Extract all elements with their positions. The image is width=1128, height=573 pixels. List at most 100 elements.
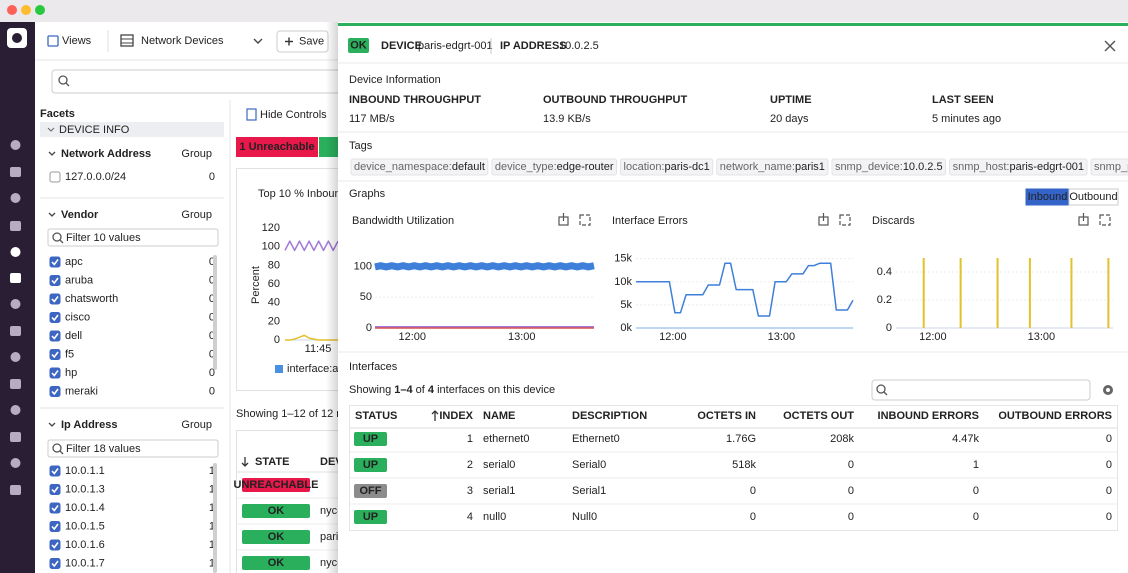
column-header[interactable]: OCTETS OUT <box>783 410 854 422</box>
nav-icon[interactable] <box>10 485 21 495</box>
expand-icon[interactable] <box>839 214 851 226</box>
column-header[interactable]: INBOUND ERRORS <box>878 410 979 422</box>
facet-value[interactable]: chatsworth <box>65 293 118 305</box>
column-header[interactable]: DESCRIPTION <box>572 410 647 422</box>
tag-chip[interactable] <box>831 158 947 176</box>
checkbox[interactable] <box>49 330 61 342</box>
status-badge <box>354 510 387 524</box>
legend-swatch <box>275 365 283 373</box>
status-badge <box>354 432 387 446</box>
checkbox[interactable] <box>49 386 61 397</box>
section-title: Graphs <box>349 188 386 200</box>
facet-value[interactable]: f5 <box>65 349 74 361</box>
checkbox[interactable] <box>49 275 61 286</box>
checkbox[interactable] <box>49 558 61 569</box>
column-header[interactable]: OUTBOUND ERRORS <box>998 410 1112 422</box>
tag-chip[interactable] <box>491 158 618 176</box>
facet-name[interactable]: Ip Address <box>61 419 117 431</box>
facet-value[interactable]: apc <box>65 256 83 268</box>
checkmark <box>51 560 59 568</box>
tag-key: device_namespace: <box>354 161 452 173</box>
group-link[interactable]: Group <box>181 148 212 160</box>
group-link[interactable]: Group <box>181 209 212 221</box>
nav-icon[interactable] <box>10 221 21 231</box>
views-link[interactable]: Views <box>62 35 92 47</box>
close-button[interactable] <box>1100 36 1120 56</box>
bar <box>1028 258 1031 328</box>
facet-value[interactable]: meraki <box>65 386 98 398</box>
expand-icon[interactable] <box>579 214 591 226</box>
facet-name[interactable]: Vendor <box>61 209 99 221</box>
facet-name[interactable]: Network Address <box>61 148 151 160</box>
bar <box>1070 258 1073 328</box>
nav-icon[interactable] <box>10 247 21 257</box>
nav-icon[interactable] <box>10 140 21 150</box>
table-frame <box>349 405 1118 531</box>
window-control[interactable] <box>21 5 31 15</box>
facet-value[interactable]: 10.0.1.5 <box>65 521 105 533</box>
checkbox[interactable] <box>49 465 61 477</box>
column-header[interactable]: STATE <box>255 456 289 468</box>
checkbox[interactable] <box>49 293 61 305</box>
facet-value[interactable]: aruba <box>65 275 94 287</box>
facet-value[interactable]: 127.0.0.0/24 <box>65 171 126 183</box>
tag-chip[interactable] <box>949 158 1088 176</box>
tag-chip[interactable] <box>350 158 489 176</box>
status-badge-text: OK <box>350 40 367 52</box>
window-control[interactable] <box>35 5 45 15</box>
nav-icon[interactable] <box>10 167 21 177</box>
filter-box[interactable] <box>47 439 219 458</box>
checkbox[interactable] <box>49 502 61 514</box>
filter-box[interactable] <box>47 228 219 247</box>
nav-icon[interactable] <box>10 405 21 415</box>
facet-value[interactable]: dell <box>65 330 82 342</box>
column-header[interactable]: OCTETS IN <box>697 410 756 422</box>
nav-icon[interactable] <box>10 379 21 389</box>
checkbox[interactable] <box>49 367 61 379</box>
checkbox[interactable] <box>49 312 61 323</box>
checkbox[interactable] <box>49 484 61 495</box>
unreachable-chip[interactable] <box>236 137 318 157</box>
expand-icon[interactable] <box>1099 214 1111 226</box>
facet-value[interactable]: hp <box>65 367 77 379</box>
table-cell: 0 <box>1106 511 1112 523</box>
tag-chip[interactable] <box>620 158 714 176</box>
facet-value[interactable]: 10.0.1.4 <box>65 502 105 514</box>
column-header[interactable]: STATUS <box>355 410 397 422</box>
nav-icon[interactable] <box>10 326 21 336</box>
nav-icon[interactable] <box>10 352 21 362</box>
nav-icon[interactable] <box>10 458 21 468</box>
chevron <box>253 38 263 44</box>
hide-controls[interactable]: Hide Controls <box>260 109 327 121</box>
search-box[interactable] <box>51 69 353 94</box>
checkbox[interactable] <box>49 171 61 183</box>
search-box[interactable] <box>871 379 1091 401</box>
facet-value[interactable]: 10.0.1.1 <box>65 465 105 477</box>
column-header[interactable]: NAME <box>483 410 515 422</box>
status-badge <box>354 458 387 472</box>
nav-icon[interactable] <box>10 273 21 283</box>
facet-value[interactable]: 10.0.1.3 <box>65 484 105 496</box>
nav-icon[interactable] <box>10 193 21 203</box>
nav-icon[interactable] <box>10 299 21 309</box>
checkbox[interactable] <box>49 539 61 551</box>
facet-value[interactable]: cisco <box>65 312 90 324</box>
toggle-button[interactable] <box>1068 188 1119 206</box>
checkbox[interactable] <box>49 349 61 360</box>
section-title: Tags <box>349 140 373 152</box>
page-title[interactable]: Network Devices <box>141 35 224 47</box>
window-control[interactable] <box>7 5 17 15</box>
facet-count: 0 <box>209 349 215 361</box>
facet-value[interactable]: 10.0.1.6 <box>65 539 105 551</box>
group-link[interactable]: Group <box>181 419 212 431</box>
nav-icon[interactable] <box>10 432 21 442</box>
checkbox[interactable] <box>49 256 61 268</box>
column-header[interactable]: INDEX <box>439 410 473 422</box>
tag-chip[interactable] <box>716 158 829 176</box>
checkmark <box>51 296 59 303</box>
filter-placeholder: Filter 10 values <box>66 232 141 244</box>
tag-chip[interactable] <box>1090 158 1128 176</box>
checkbox[interactable] <box>49 521 61 532</box>
facet-value[interactable]: 10.0.1.7 <box>65 558 105 570</box>
table-cell: 0 <box>848 511 854 523</box>
